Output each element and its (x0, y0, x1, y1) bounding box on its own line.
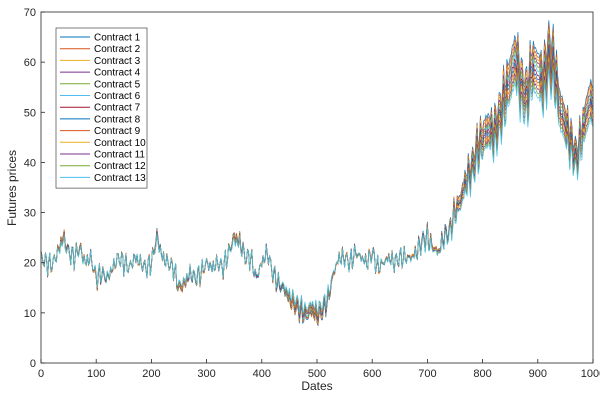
y-tick-label: 20 (24, 258, 36, 270)
legend-label: Contract 8 (94, 114, 141, 125)
legend-label: Contract 6 (94, 91, 141, 102)
x-tick-label: 200 (142, 368, 160, 380)
legend-label: Contract 3 (94, 56, 141, 67)
legend-label: Contract 1 (94, 33, 141, 44)
legend-label: Contract 7 (94, 103, 141, 114)
y-tick-label: 50 (24, 107, 36, 119)
y-tick-label: 70 (24, 7, 36, 19)
legend-label: Contract 5 (94, 79, 141, 90)
x-tick-label: 100 (87, 368, 105, 380)
legend-label: Contract 2 (94, 44, 141, 55)
y-tick-label: 40 (24, 157, 36, 169)
legend-label: Contract 13 (94, 173, 146, 184)
x-tick-label: 600 (363, 368, 381, 380)
y-tick-label: 30 (24, 208, 36, 220)
y-tick-label: 0 (30, 358, 36, 370)
x-axis-label: Dates (301, 379, 332, 393)
y-tick-label: 60 (24, 57, 36, 69)
legend-label: Contract 12 (94, 161, 146, 172)
x-tick-label: 0 (38, 368, 44, 380)
legend-label: Contract 11 (94, 150, 145, 161)
y-tick-label: 10 (24, 308, 36, 320)
legend-label: Contract 9 (94, 126, 141, 137)
x-tick-label: 700 (418, 368, 436, 380)
x-tick-label: 900 (529, 368, 547, 380)
legend-label: Contract 10 (94, 138, 146, 149)
legend-label: Contract 4 (94, 68, 141, 79)
y-axis-label: Futures prices (5, 150, 19, 226)
x-tick-label: 400 (253, 368, 271, 380)
x-tick-label: 300 (197, 368, 215, 380)
x-tick-label: 800 (473, 368, 491, 380)
